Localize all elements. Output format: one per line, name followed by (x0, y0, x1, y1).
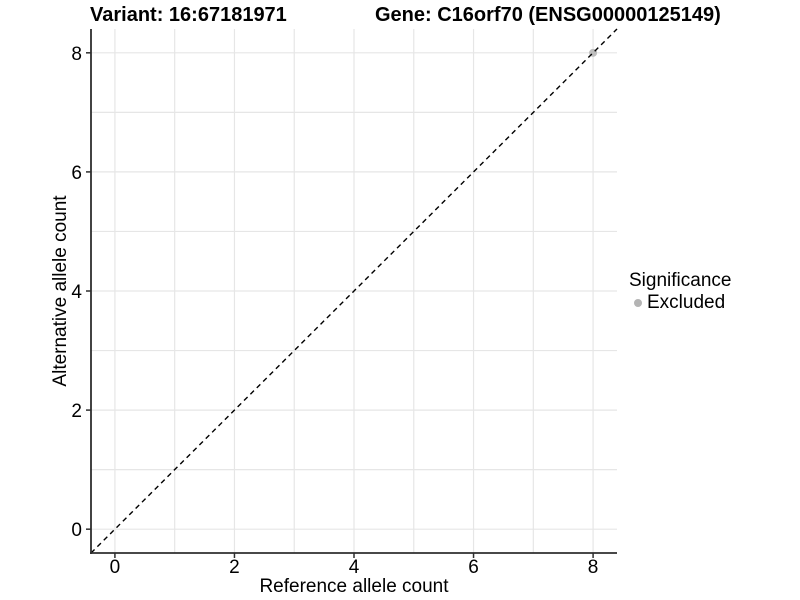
x-tick-label: 6 (468, 557, 479, 578)
x-axis-title: Reference allele count (259, 576, 449, 597)
legend-key (629, 294, 647, 312)
legend-item-excluded: Excluded (629, 293, 731, 313)
legend: Significance Excluded (629, 271, 731, 313)
axis-layer: 0 2 4 6 8 0 2 4 6 8 (71, 29, 617, 578)
y-tick-label: 4 (71, 282, 82, 303)
legend-title: Significance (629, 270, 732, 291)
legend-item-label: Excluded (647, 292, 726, 313)
y-tick-label: 0 (71, 520, 82, 541)
plot-title-gene: Gene: C16orf70 (ENSG00000125149) (375, 4, 721, 26)
x-tick-label: 4 (349, 557, 360, 578)
y-tick-label: 8 (71, 44, 82, 65)
plot-title-variant: Variant: 16:67181971 (90, 4, 287, 26)
y-axis-title: Alternative allele count (50, 195, 71, 387)
data-layer (90, 28, 618, 554)
x-tick-label: 0 (110, 557, 121, 578)
y-tick-label: 2 (71, 401, 82, 422)
x-tick-label: 8 (588, 557, 599, 578)
y-tick-label: 6 (71, 163, 82, 184)
identity-line (90, 28, 618, 554)
x-tick-label: 2 (229, 557, 240, 578)
excluded-point-icon (634, 299, 642, 307)
